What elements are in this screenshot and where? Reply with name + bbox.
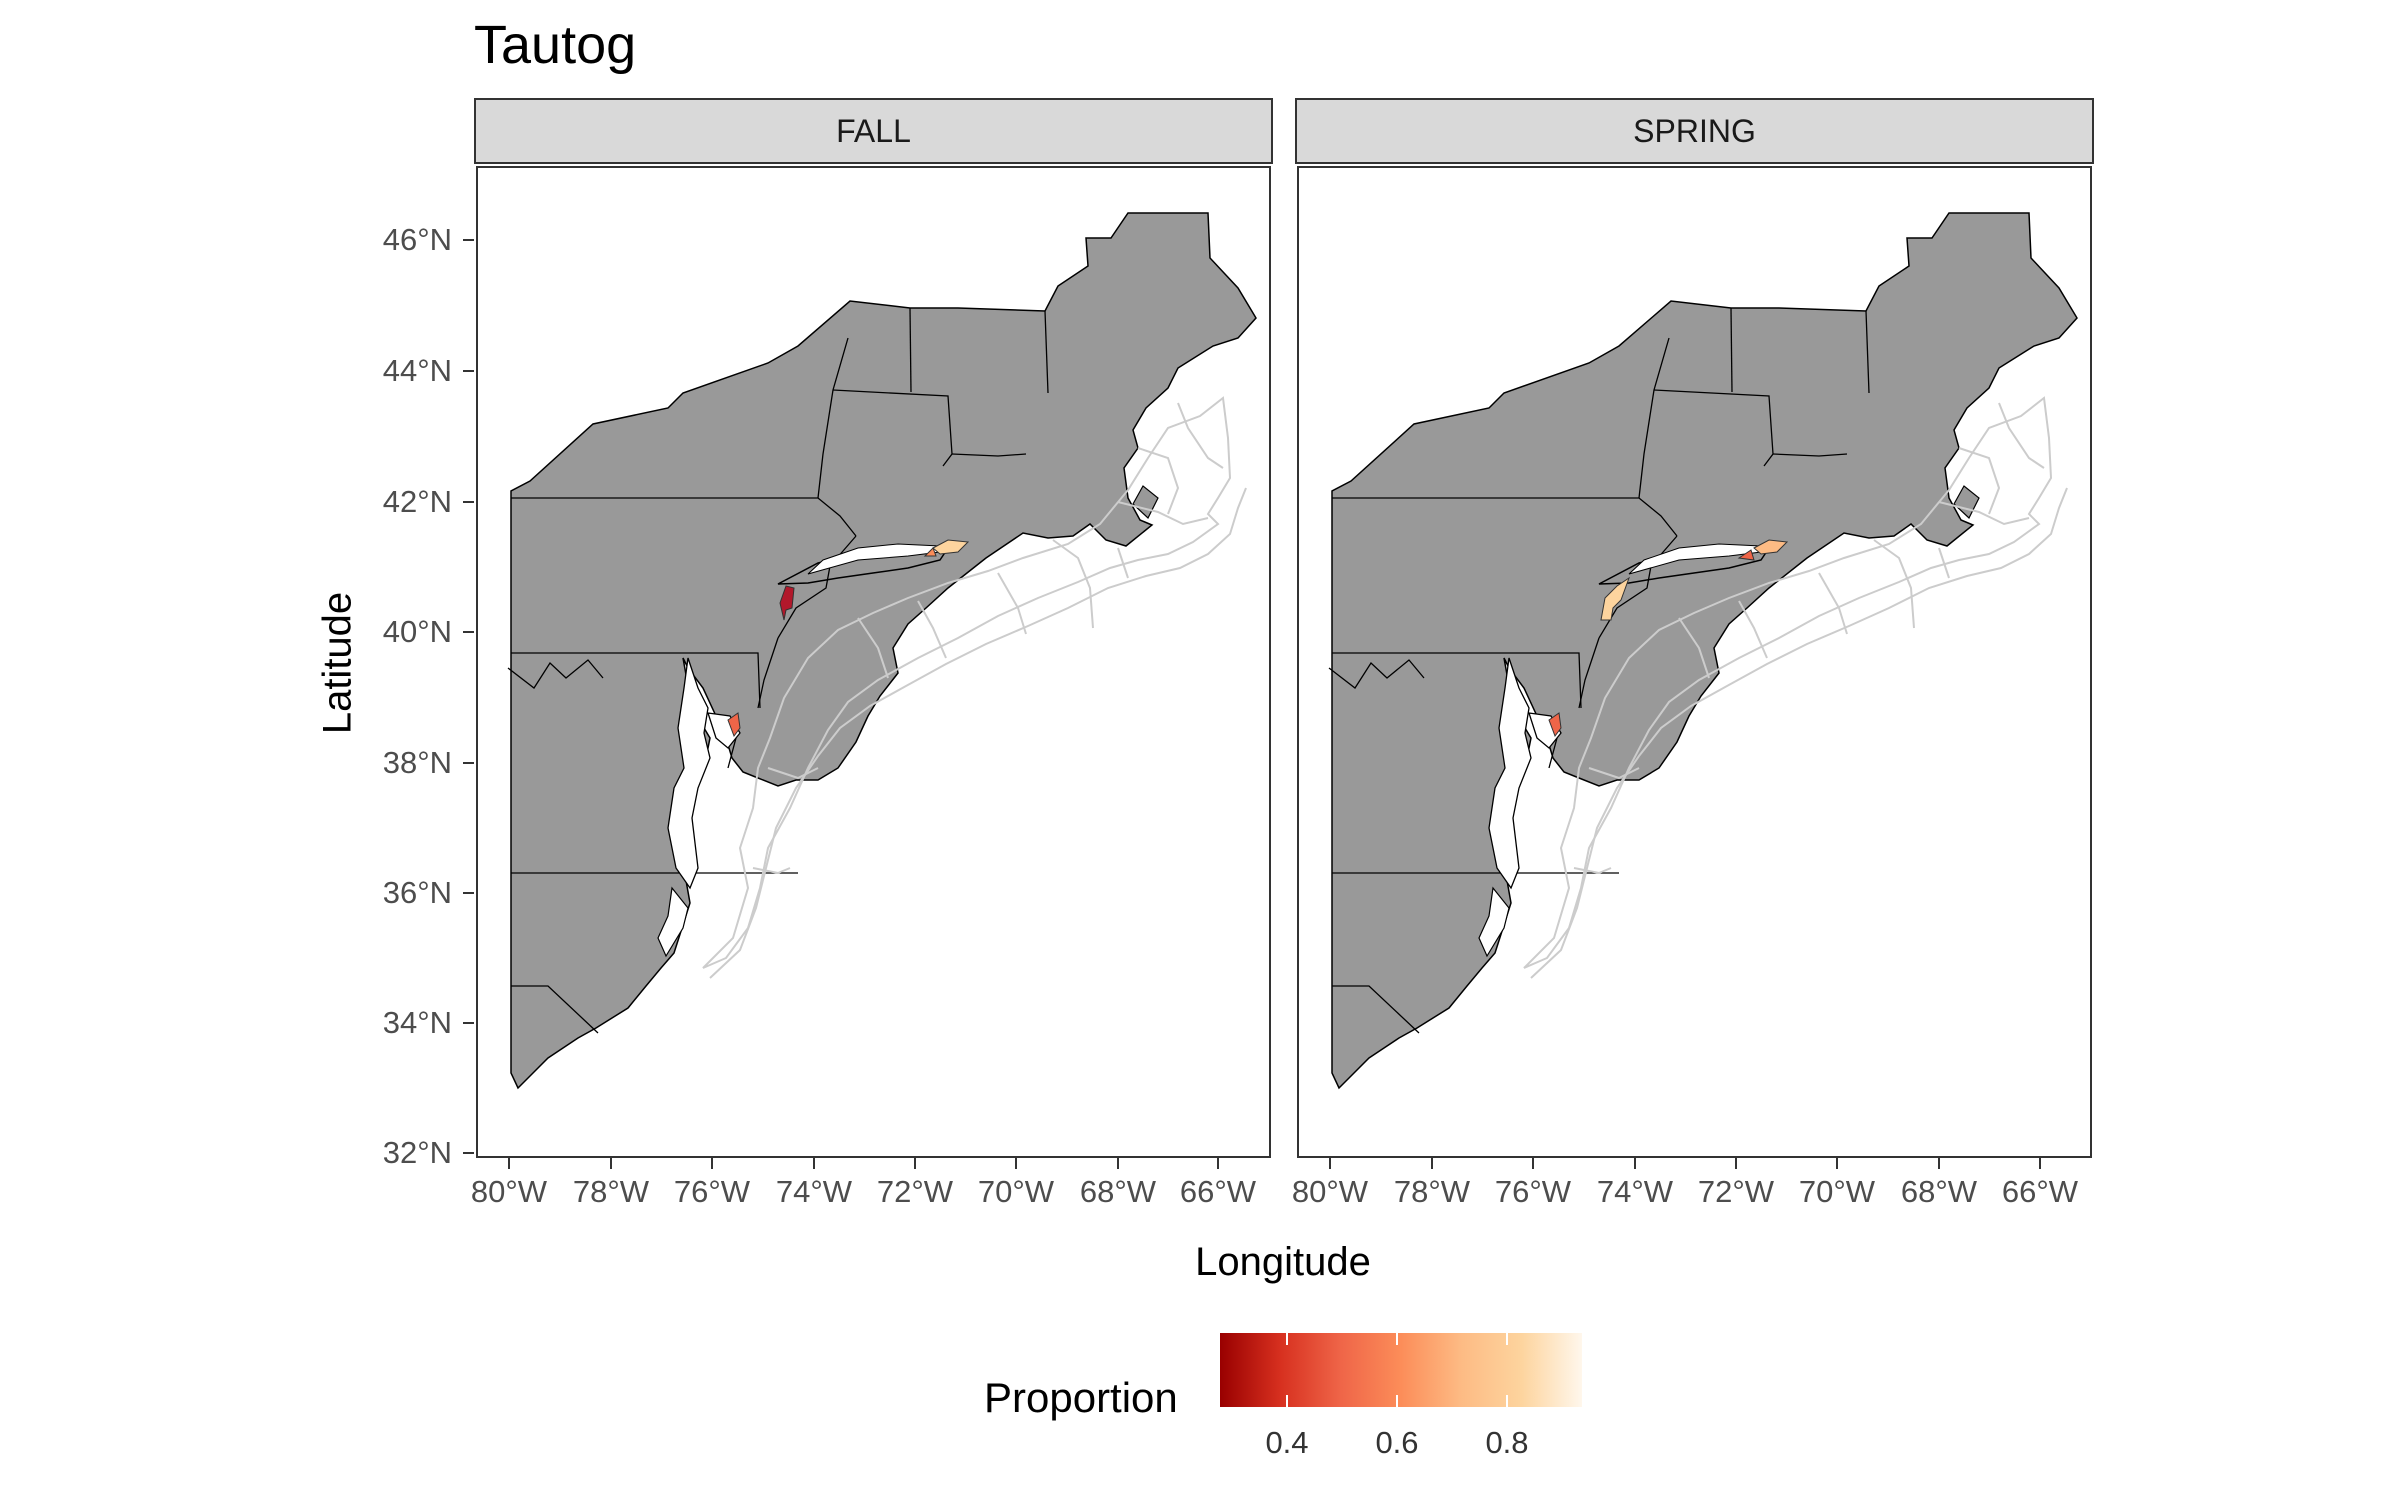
us-land (1328, 212, 2078, 1090)
survey-strata (1523, 396, 2068, 979)
y-tick-mark (463, 1152, 474, 1154)
x-tick-mark (1634, 1158, 1636, 1169)
x-tick-mark (914, 1158, 916, 1169)
x-tick-mark (1117, 1158, 1119, 1169)
x-tick-label: 74°W (1596, 1174, 1674, 1209)
x-tick-mark (1735, 1158, 1737, 1169)
x-tick-label: 72°W (876, 1174, 954, 1209)
x-tick-label: 70°W (1798, 1174, 1876, 1209)
y-tick-mark (463, 892, 474, 894)
x-tick-label: 78°W (1393, 1174, 1471, 1209)
x-tick-label: 74°W (775, 1174, 853, 1209)
x-tick-label: 66°W (1179, 1174, 1257, 1209)
x-tick-mark (610, 1158, 612, 1169)
map-panel-spring (1297, 166, 2092, 1158)
legend-label: 0.4 (1265, 1425, 1309, 1460)
y-tick-label: 34°N (382, 1005, 452, 1040)
y-tick-mark (463, 631, 474, 633)
facet-label-fall: FALL (836, 112, 911, 149)
plot-title: Tautog (474, 15, 637, 75)
map-panel-fall (476, 166, 1271, 1158)
facet-strip-spring: SPRING (1295, 98, 2094, 164)
x-tick-mark (813, 1158, 815, 1169)
x-tick-mark (1431, 1158, 1433, 1169)
legend-tick (1286, 1333, 1288, 1345)
x-tick-mark (1532, 1158, 1534, 1169)
x-tick-mark (2039, 1158, 2041, 1169)
y-tick-label: 32°N (382, 1135, 452, 1170)
y-tick-label: 42°N (382, 484, 452, 519)
legend-label: 0.8 (1485, 1425, 1529, 1460)
y-tick-mark (463, 370, 474, 372)
x-tick-label: 68°W (1900, 1174, 1978, 1209)
y-axis-label: Latitude (315, 591, 360, 735)
y-tick-label: 36°N (382, 875, 452, 910)
y-tick-mark (463, 239, 474, 241)
x-tick-label: 78°W (572, 1174, 650, 1209)
legend-tick (1506, 1395, 1508, 1407)
x-tick-label: 66°W (2001, 1174, 2079, 1209)
x-tick-mark (1836, 1158, 1838, 1169)
x-tick-label: 68°W (1079, 1174, 1157, 1209)
x-tick-label: 72°W (1697, 1174, 1775, 1209)
x-tick-mark (1329, 1158, 1331, 1169)
legend-title: Proportion (984, 1374, 1178, 1421)
facet-strip-fall: FALL (474, 98, 1273, 164)
y-tick-mark (463, 762, 474, 764)
legend-colorbar (1220, 1333, 1582, 1407)
survey-strata (702, 396, 1247, 979)
y-tick-mark (463, 501, 474, 503)
x-tick-label: 70°W (977, 1174, 1055, 1209)
x-tick-mark (1217, 1158, 1219, 1169)
y-tick-label: 40°N (382, 614, 452, 649)
x-tick-label: 80°W (1291, 1174, 1369, 1209)
legend-tick (1396, 1395, 1398, 1407)
proportion-areas (727, 539, 970, 738)
x-tick-label: 76°W (673, 1174, 751, 1209)
y-tick-label: 46°N (382, 222, 452, 257)
us-land (507, 212, 1257, 1090)
y-tick-label: 38°N (382, 745, 452, 780)
y-tick-label: 44°N (382, 353, 452, 388)
legend-tick (1396, 1333, 1398, 1345)
x-tick-mark (508, 1158, 510, 1169)
map-spring (1328, 212, 2078, 1090)
x-tick-label: 80°W (470, 1174, 548, 1209)
x-tick-mark (1015, 1158, 1017, 1169)
x-tick-mark (711, 1158, 713, 1169)
legend-tick (1506, 1333, 1508, 1345)
map-fall (507, 212, 1257, 1090)
x-tick-mark (1938, 1158, 1940, 1169)
proportion-areas (1548, 539, 1789, 738)
x-axis-label: Longitude (1195, 1240, 1371, 1284)
legend-tick (1286, 1395, 1288, 1407)
legend-label: 0.6 (1375, 1425, 1419, 1460)
facet-label-spring: SPRING (1633, 112, 1756, 149)
y-tick-mark (463, 1022, 474, 1024)
x-tick-label: 76°W (1494, 1174, 1572, 1209)
